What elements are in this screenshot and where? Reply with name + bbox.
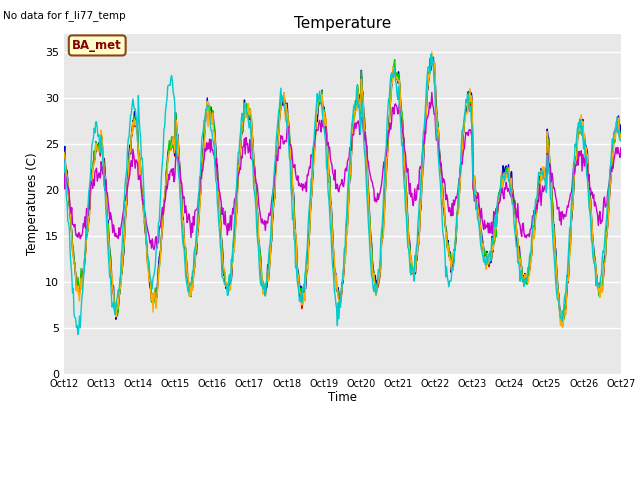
NR01_PRT (428, 51, 435, 57)
AM25T_PRT (60, 149, 68, 155)
AM25T_PRT (70, 257, 78, 263)
li75_t (127, 130, 135, 135)
Tsonic (428, 101, 435, 107)
PanelT (429, 54, 436, 60)
NR01_PRT (428, 63, 436, 69)
AM25T_PRT (391, 57, 399, 62)
PanelT (184, 276, 192, 282)
li75_t (426, 67, 434, 72)
Title: Temperature: Temperature (294, 16, 391, 31)
AirT (428, 57, 436, 63)
Text: No data for f_li77_temp: No data for f_li77_temp (3, 10, 126, 21)
NR01_PRT (74, 332, 82, 337)
Y-axis label: Temperatures (C): Temperatures (C) (26, 153, 40, 255)
AirT (60, 151, 68, 157)
AirT (214, 168, 221, 173)
li75_t (410, 265, 418, 271)
li75_t (559, 324, 566, 330)
PanelT (70, 259, 78, 264)
Line: NR01_PRT: NR01_PRT (64, 54, 621, 335)
Tsonic (60, 157, 68, 163)
NR01_PRT (185, 289, 193, 295)
NR01_PRT (411, 253, 419, 259)
li75_t (617, 132, 625, 137)
Tsonic (214, 176, 222, 182)
Line: Tsonic: Tsonic (64, 93, 621, 250)
Line: AM25T_PRT: AM25T_PRT (64, 60, 621, 323)
NR01_PRT (60, 157, 68, 163)
li75_t (184, 271, 192, 276)
AirT (617, 130, 625, 135)
AirT (127, 134, 135, 140)
PanelT (426, 55, 434, 61)
Tsonic (70, 224, 78, 230)
AirT (426, 62, 434, 68)
NR01_PRT (70, 312, 78, 318)
li75_t (70, 260, 78, 266)
Tsonic (411, 186, 419, 192)
AM25T_PRT (428, 62, 435, 68)
PanelT (558, 319, 566, 325)
Line: li75_t: li75_t (64, 52, 621, 327)
Line: AirT: AirT (64, 60, 621, 325)
Tsonic (127, 158, 135, 164)
AirT (184, 279, 192, 285)
AM25T_PRT (184, 276, 192, 282)
Tsonic (617, 145, 625, 151)
PanelT (127, 135, 135, 141)
X-axis label: Time: Time (328, 391, 357, 404)
AM25T_PRT (411, 268, 419, 274)
AM25T_PRT (127, 133, 135, 139)
PanelT (410, 267, 418, 273)
AirT (559, 322, 566, 328)
NR01_PRT (214, 209, 222, 215)
li75_t (428, 49, 436, 55)
PanelT (60, 151, 68, 157)
AirT (70, 260, 78, 265)
Line: PanelT: PanelT (64, 57, 621, 322)
NR01_PRT (128, 103, 136, 108)
AM25T_PRT (617, 130, 625, 135)
li75_t (214, 169, 221, 175)
li75_t (60, 150, 68, 156)
AM25T_PRT (559, 320, 566, 325)
Tsonic (428, 90, 436, 96)
AM25T_PRT (214, 168, 221, 173)
Tsonic (150, 247, 157, 252)
Legend: AirT, PanelT, AM25T_PRT, li75_t, Tsonic, NR01_PRT: AirT, PanelT, AM25T_PRT, li75_t, Tsonic,… (117, 475, 568, 480)
PanelT (214, 162, 221, 168)
NR01_PRT (617, 138, 625, 144)
Tsonic (185, 211, 193, 217)
AirT (410, 269, 418, 275)
Text: BA_met: BA_met (72, 39, 122, 52)
PanelT (617, 122, 625, 128)
